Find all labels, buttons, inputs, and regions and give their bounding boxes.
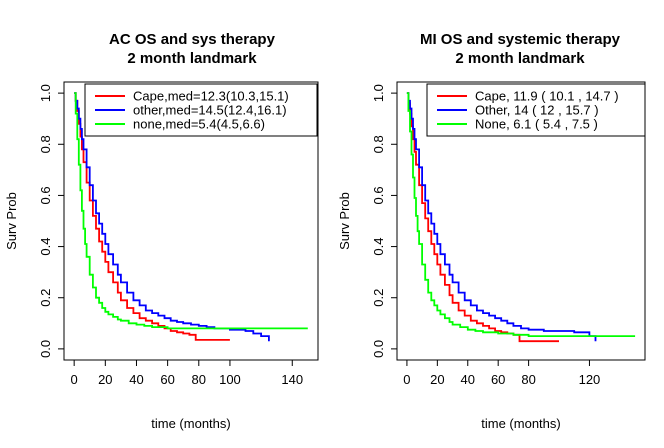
x-tick-label: 80 xyxy=(192,372,206,387)
legend-label: Cape,med=12.3(10.3,15.1) xyxy=(133,89,289,104)
chart-title: AC OS and sys therapy xyxy=(109,31,276,48)
legend-label: Other, 14 ( 12 , 15.7 ) xyxy=(475,103,599,118)
plot-frame xyxy=(396,81,646,361)
chart-subtitle: 2 month landmark xyxy=(455,50,585,67)
legend-label: other,med=14.5(12.4,16.1) xyxy=(133,103,287,118)
y-axis-label: Surv Prob xyxy=(337,192,352,250)
x-axis-label: time (months) xyxy=(481,416,560,431)
x-tick-label: 100 xyxy=(219,372,241,387)
x-tick-label: 20 xyxy=(430,372,444,387)
legend-label: None, 6.1 ( 5.4 , 7.5 ) xyxy=(475,117,598,132)
plot-frame xyxy=(63,81,319,361)
x-tick-label: 60 xyxy=(160,372,174,387)
x-axis: 0 20 40 60 80 100 140 xyxy=(71,360,303,387)
y-tick-label: 0.0 xyxy=(38,340,53,358)
x-axis: 0 20 40 60 80 120 xyxy=(403,360,600,387)
chart-subtitle: 2 month landmark xyxy=(127,50,257,67)
x-tick-label: 80 xyxy=(521,372,535,387)
y-tick-label: 0.8 xyxy=(371,135,386,153)
x-tick-label: 0 xyxy=(71,372,78,387)
y-tick-label: 0.6 xyxy=(38,186,53,204)
y-tick-label: 0.8 xyxy=(38,135,53,153)
chart-panel-1: AC OS and sys therapy 2 month landmark 0 20… xyxy=(4,31,319,431)
legend: Cape,med=12.3(10.3,15.1)other,med=14.5(1… xyxy=(84,83,318,137)
y-tick-label: 0.2 xyxy=(371,289,386,307)
legend-frame xyxy=(426,83,646,137)
series-line-1 xyxy=(406,92,559,343)
x-axis-label: time (months) xyxy=(151,416,230,431)
chart-title: MI OS and systemic therapy xyxy=(420,31,621,48)
y-axis: 0.0 0.2 0.4 0.6 0.8 1.0 xyxy=(371,84,397,358)
x-tick-label: 60 xyxy=(491,372,505,387)
series-group xyxy=(406,92,636,343)
x-tick-label: 120 xyxy=(579,372,601,387)
series-line-3 xyxy=(74,92,308,330)
legend-label: Cape, 11.9 ( 10.1 , 14.7 ) xyxy=(475,89,619,104)
series-line-3 xyxy=(406,92,636,337)
legend-label: none,med=5.4(4.5,6.6) xyxy=(133,117,265,132)
y-tick-label: 0.6 xyxy=(371,186,386,204)
series-group xyxy=(74,92,308,342)
x-tick-label: 140 xyxy=(281,372,303,387)
y-tick-label: 1.0 xyxy=(38,84,53,102)
y-tick-label: 0.4 xyxy=(38,238,53,256)
x-tick-label: 40 xyxy=(461,372,475,387)
chart-panel-2: MI OS and systemic therapy 2 month landma… xyxy=(337,31,646,431)
y-tick-label: 0.2 xyxy=(38,289,53,307)
legend: Cape, 11.9 ( 10.1 , 14.7 )Other, 14 ( 12… xyxy=(426,83,646,137)
y-tick-label: 1.0 xyxy=(371,84,386,102)
y-axis: 0.0 0.2 0.4 0.6 0.8 1.0 xyxy=(38,84,64,358)
series-line-2 xyxy=(74,92,270,342)
series-line-2 xyxy=(406,92,597,342)
y-tick-label: 0.0 xyxy=(371,340,386,358)
x-tick-label: 40 xyxy=(129,372,143,387)
y-axis-label: Surv Prob xyxy=(4,192,19,250)
y-tick-label: 0.4 xyxy=(371,238,386,256)
x-tick-label: 20 xyxy=(98,372,112,387)
x-tick-label: 0 xyxy=(403,372,410,387)
